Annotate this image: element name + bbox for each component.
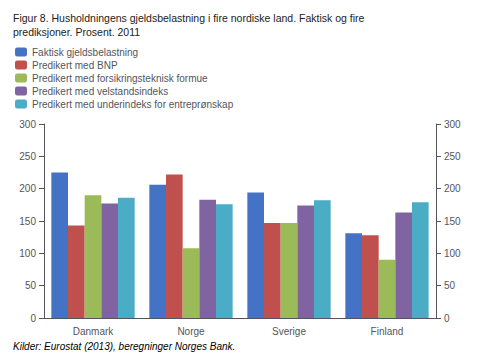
svg-text:300: 300: [444, 119, 461, 130]
svg-text:Kilder: Eurostat (2013), bereg: Kilder: Eurostat (2013), beregninger Nor…: [13, 341, 235, 352]
svg-text:Predikert med velstandsindeks: Predikert med velstandsindeks: [32, 86, 168, 97]
svg-text:250: 250: [444, 151, 461, 162]
svg-text:Figur 8. Husholdningens gjelds: Figur 8. Husholdningens gjeldsbelastning…: [13, 12, 365, 24]
svg-text:100: 100: [19, 248, 36, 259]
svg-text:Predikert med forsikringstekni: Predikert med forsikringsteknisk formue: [32, 73, 208, 84]
svg-text:300: 300: [19, 119, 36, 130]
svg-text:150: 150: [444, 216, 461, 227]
svg-text:50: 50: [444, 280, 456, 291]
svg-text:Predikert med underindeks for: Predikert med underindeks for entreprøns…: [32, 99, 234, 110]
svg-text:Finland: Finland: [371, 326, 404, 337]
svg-text:150: 150: [19, 216, 36, 227]
svg-text:100: 100: [444, 248, 461, 259]
svg-text:Predikert med BNP: Predikert med BNP: [32, 60, 118, 71]
svg-text:200: 200: [444, 183, 461, 194]
svg-text:Danmark: Danmark: [73, 326, 115, 337]
svg-text:prediksjoner. Prosent. 2011: prediksjoner. Prosent. 2011: [13, 26, 140, 38]
svg-text:0: 0: [444, 313, 450, 324]
svg-text:250: 250: [19, 151, 36, 162]
svg-text:Sverige: Sverige: [272, 326, 306, 337]
svg-text:Norge: Norge: [177, 326, 205, 337]
svg-text:200: 200: [19, 183, 36, 194]
svg-text:Faktisk gjeldsbelastning: Faktisk gjeldsbelastning: [32, 47, 138, 58]
svg-text:0: 0: [30, 313, 36, 324]
svg-text:50: 50: [25, 280, 37, 291]
